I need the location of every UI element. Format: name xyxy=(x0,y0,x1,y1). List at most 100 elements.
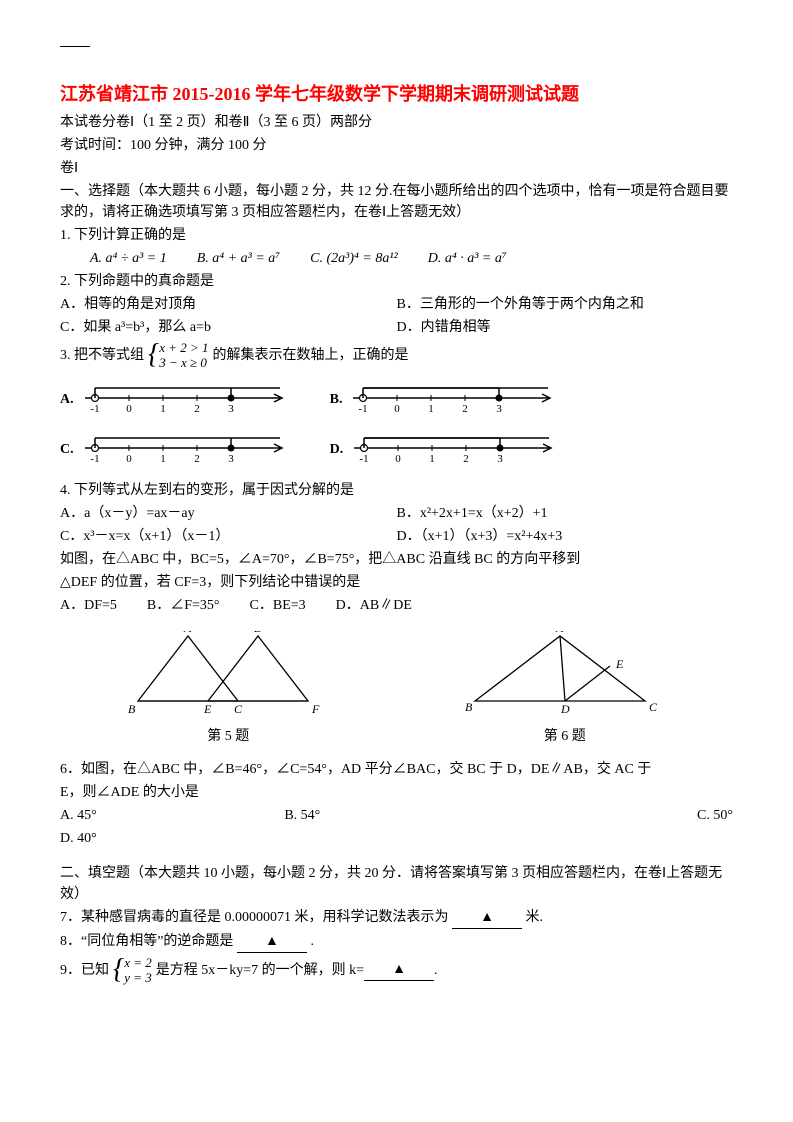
svg-text:1: 1 xyxy=(430,453,436,465)
q2-row1: A．相等的角是对顶角 B．三角形的一个外角等于两个内角之和 xyxy=(60,294,733,315)
svg-text:E: E xyxy=(203,702,212,716)
numberline-b: -10123 xyxy=(348,380,558,420)
q7-blank: ▲ xyxy=(452,907,522,929)
q4-stem: 4. 下列等式从左到右的变形，属于因式分解的是 xyxy=(60,480,733,501)
svg-text:A: A xyxy=(555,631,564,635)
figure-5: ADBECF xyxy=(128,631,328,716)
exam-title: 江苏省靖江市 2015-2016 学年七年级数学下学期期末调研测试试题 xyxy=(60,80,733,106)
svg-text:D: D xyxy=(560,702,570,716)
svg-text:F: F xyxy=(311,702,320,716)
q6-opt-c: C. 50° xyxy=(509,805,733,826)
q1-opt-a: A. a⁴ ÷ a³ = 1 xyxy=(90,248,167,269)
svg-text:1: 1 xyxy=(160,453,166,465)
q1-opt-b: B. a⁴ + a³ = a⁷ xyxy=(197,248,280,269)
q5-opt-a: A．DF=5 xyxy=(60,595,117,616)
q5-stem2: △DEF 的位置，若 CF=3，则下列结论中错误的是 xyxy=(60,572,733,593)
q5-options: A．DF=5 B．∠F=35° C．BE=3 D．AB∥DE xyxy=(60,595,733,616)
q3-label-a: A. xyxy=(60,392,74,408)
q9-sys-top: x = 2 xyxy=(124,955,152,970)
q3-label-c: C. xyxy=(60,442,74,458)
parts-info: 本试卷分卷Ⅰ（1 至 2 页）和卷Ⅱ（3 至 6 页）两部分 xyxy=(60,112,733,133)
svg-text:-1: -1 xyxy=(90,403,99,415)
q4-opt-c: C．x³－x=x（x+1）（x－1） xyxy=(60,526,397,547)
svg-text:3: 3 xyxy=(228,453,234,465)
svg-text:0: 0 xyxy=(396,453,402,465)
q6-stem2: E，则∠ADE 的大小是 xyxy=(60,782,733,803)
q3-opt-d-pair: D. -1 0 1 2 3 xyxy=(330,430,560,470)
svg-text:-1: -1 xyxy=(90,453,99,465)
q4-opt-a: A．a（x－y）=ax－ay xyxy=(60,503,397,524)
time-info: 考试时间：100 分钟，满分 100 分 xyxy=(60,135,733,156)
juan1-label: 卷Ⅰ xyxy=(60,158,733,179)
q3-sys-top: x + 2 > 1 xyxy=(159,340,208,355)
q4-row1: A．a（x－y）=ax－ay B．x²+2x+1=x（x+2）+1 xyxy=(60,503,733,524)
q5-opt-c: C．BE=3 xyxy=(250,595,306,616)
q6-stem1: 6．如图，在△ABC 中，∠B=46°，∠C=54°，AD 平分∠BAC，交 B… xyxy=(60,759,733,780)
q3-label-b: B. xyxy=(330,392,343,408)
q5-opt-d: D．AB∥DE xyxy=(336,595,412,616)
q4-row2: C．x³－x=x（x+1）（x－1） D．（x+1）（x+3）=x²+4x+3 xyxy=(60,526,733,547)
svg-text:2: 2 xyxy=(463,403,469,415)
q6-opt-a: A. 45° xyxy=(60,805,284,826)
svg-text:2: 2 xyxy=(194,403,200,415)
q8-post: . xyxy=(310,934,314,949)
svg-text:0: 0 xyxy=(126,453,132,465)
numberline-c: -1 0 1 2 3 xyxy=(80,430,290,470)
svg-text:3: 3 xyxy=(497,403,503,415)
q9-post: . xyxy=(434,960,438,981)
svg-text:-1: -1 xyxy=(360,453,369,465)
figure-5-caption: 第 5 题 xyxy=(128,725,328,745)
figures-row: A D B E C F 第 5 题 A B C D E 第 6 题 xyxy=(60,631,733,745)
figure-5-wrap: ADBECF 第 5 题 xyxy=(128,631,328,745)
q8-pre: 8．“同位角相等”的逆命题是 xyxy=(60,934,233,949)
q8-blank: ▲ xyxy=(237,931,307,953)
q9-sys-bot: y = 3 xyxy=(124,970,152,985)
svg-text:2: 2 xyxy=(194,453,200,465)
svg-text:2: 2 xyxy=(464,453,470,465)
svg-text:C: C xyxy=(649,700,658,714)
q3-opt-b-pair: B. -10123 xyxy=(330,380,559,420)
q6-row: A. 45° B. 54° C. 50° xyxy=(60,805,733,826)
q9-blank: ▲ xyxy=(364,959,434,981)
q7-pre: 7．某种感冒病毒的直径是 0.00000071 米，用科学记数法表示为 xyxy=(60,910,449,925)
q3-label-d: D. xyxy=(330,442,344,458)
q3-brace: { x + 2 > 1 3 − x ≥ 0 xyxy=(148,340,209,370)
svg-text:E: E xyxy=(615,657,624,671)
q4-opt-b: B．x²+2x+1=x（x+2）+1 xyxy=(397,503,734,524)
q7-line: 7．某种感冒病毒的直径是 0.00000071 米，用科学记数法表示为 ▲ 米. xyxy=(60,907,733,929)
q5-opt-b: B．∠F=35° xyxy=(147,595,220,616)
figure-6-wrap: A B C D E 第 6 题 xyxy=(465,631,665,745)
q3-pre: 3. 把不等式组 xyxy=(60,345,144,366)
q9-pre: 9．已知 xyxy=(60,960,109,981)
q1-stem: 1. 下列计算正确的是 xyxy=(60,225,733,246)
q3-sys-bot: 3 − x ≥ 0 xyxy=(159,355,208,370)
q2-opt-d: D．内错角相等 xyxy=(397,317,734,338)
q6-opt-d: D. 40° xyxy=(60,828,733,849)
q3-post: 的解集表示在数轴上，正确的是 xyxy=(213,345,409,366)
q2-row2: C．如果 a³=b³，那么 a=b D．内错角相等 xyxy=(60,317,733,338)
q3-numberlines-row2: C. -1 0 1 2 3 D. -1 0 1 2 3 xyxy=(60,430,733,470)
q8-line: 8．“同位角相等”的逆命题是 ▲ . xyxy=(60,931,733,953)
header-rule xyxy=(60,46,90,47)
q5-stem1: 如图，在△ABC 中，BC=5，∠A=70°，∠B=75°，把△ABC 沿直线 … xyxy=(60,549,733,570)
svg-text:3: 3 xyxy=(498,453,504,465)
svg-text:B: B xyxy=(128,702,136,716)
q1-options: A. a⁴ ÷ a³ = 1 B. a⁴ + a³ = a⁷ C. (2a³)⁴… xyxy=(60,248,733,269)
exam-page: 江苏省靖江市 2015-2016 学年七年级数学下学期期末调研测试试题 本试卷分… xyxy=(0,0,793,1027)
q4-opt-d: D．（x+1）（x+3）=x²+4x+3 xyxy=(397,526,734,547)
svg-text:0: 0 xyxy=(395,403,401,415)
svg-text:0: 0 xyxy=(126,403,132,415)
q2-opt-b: B．三角形的一个外角等于两个内角之和 xyxy=(397,294,734,315)
q1-opt-c: C. (2a³)⁴ = 8a¹² xyxy=(310,248,398,269)
section1-heading: 一、选择题（本大题共 6 小题，每小题 2 分，共 12 分.在每小题所给出的四… xyxy=(60,181,733,223)
q3-opt-a-pair: A. -10123 xyxy=(60,380,290,420)
svg-text:-1: -1 xyxy=(359,403,368,415)
figure-6: A B C D E xyxy=(465,631,665,716)
q2-opt-c: C．如果 a³=b³，那么 a=b xyxy=(60,317,397,338)
svg-text:B: B xyxy=(465,700,473,714)
q9-line: 9．已知 { x = 2 y = 3 是方程 5x－ky=7 的一个解，则 k=… xyxy=(60,955,733,985)
section2-heading: 二、填空题（本大题共 10 小题，每小题 2 分，共 20 分．请将答案填写第 … xyxy=(60,863,733,905)
figure-6-caption: 第 6 题 xyxy=(465,725,665,745)
q9-mid: 是方程 5x－ky=7 的一个解，则 k= xyxy=(156,960,364,981)
q2-opt-a: A．相等的角是对顶角 xyxy=(60,294,397,315)
